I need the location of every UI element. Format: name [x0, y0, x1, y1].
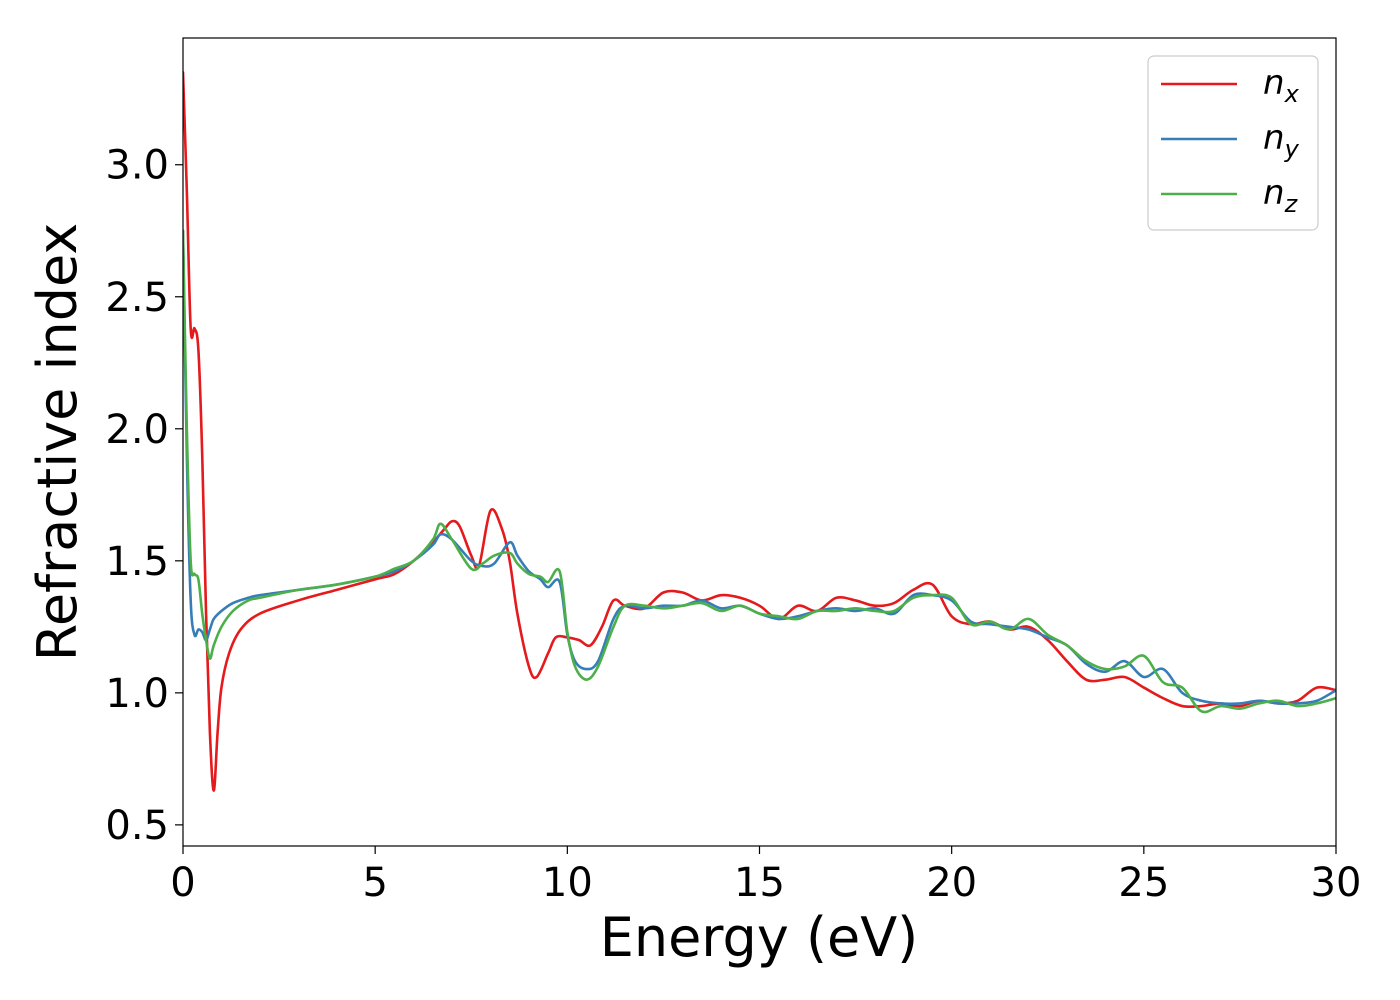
y-tick-label: 1.0 — [105, 671, 169, 717]
x-tick-label: 25 — [1118, 860, 1169, 906]
x-tick-label: 10 — [542, 860, 593, 906]
legend-label-y: ny — [1263, 118, 1300, 163]
x-tick-label: 20 — [926, 860, 977, 906]
legend-label-x: nx — [1263, 63, 1300, 108]
y-axis-label: Refractive index — [26, 223, 89, 662]
y-axis-ticks: 0.5 1.0 1.5 2.0 2.5 3.0 — [105, 143, 183, 849]
x-tick-label: 15 — [734, 860, 785, 906]
series-line-z — [183, 229, 1336, 714]
x-tick-label: 30 — [1311, 860, 1362, 906]
y-tick-label: 2.0 — [105, 407, 169, 453]
x-axis-label: Energy (eV) — [600, 906, 919, 969]
legend-box — [1147, 55, 1319, 231]
series-line-x — [183, 71, 1336, 792]
x-axis-ticks: 0 5 10 15 20 25 30 — [170, 846, 1361, 906]
series-line-y — [183, 229, 1336, 706]
legend-label-z: nz — [1263, 173, 1299, 218]
y-tick-label: 1.5 — [105, 539, 169, 585]
legend: nx ny nz — [1147, 55, 1319, 231]
y-tick-label: 2.5 — [105, 275, 169, 321]
plot-background — [183, 38, 1336, 846]
y-tick-label: 0.5 — [105, 803, 169, 849]
y-tick-label: 3.0 — [105, 143, 169, 189]
x-tick-label: 5 — [362, 860, 387, 906]
x-tick-label: 0 — [170, 860, 195, 906]
series-layer — [183, 71, 1336, 792]
